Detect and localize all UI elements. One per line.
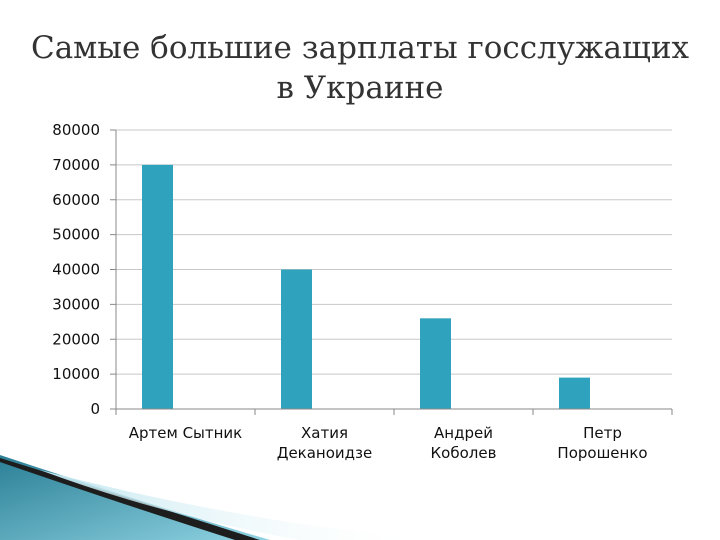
x-category-label: Хатия Деканоидзе [277, 424, 373, 462]
y-tick-label: 70000 [52, 156, 100, 174]
x-axis-labels: Артем Сытник Хатия Деканоидзе Андрей Коболев… [129, 424, 648, 462]
y-tick-label: 30000 [52, 295, 100, 313]
bars [142, 164, 590, 409]
x-category-label: Артем Сытник [129, 424, 243, 442]
y-axis-ticks: 0 10000 20000 30000 40000 50000 60000 70000 8000… [52, 121, 116, 418]
x-axis [115, 130, 673, 415]
y-tick-label: 60000 [52, 191, 100, 209]
y-tick-label: 10000 [52, 365, 100, 383]
bar [420, 318, 451, 409]
y-tick-label: 0 [90, 400, 100, 418]
gridlines [116, 129, 672, 375]
y-tick-label: 40000 [52, 261, 100, 279]
chart-title-line-1: Самые большие зарплаты госслужащих [30, 30, 690, 66]
bar [559, 377, 590, 409]
y-tick-label: 80000 [52, 121, 100, 139]
x-category-label: Петр Порошенко [557, 424, 647, 462]
y-tick-label: 50000 [52, 226, 100, 244]
chart-title: Самые большие зарплаты госслужащих в Укр… [0, 28, 720, 108]
bar [281, 269, 312, 409]
y-tick-label: 20000 [52, 330, 100, 348]
chart-title-line-2: в Украине [276, 70, 444, 106]
x-category-label: Андрей Коболев [431, 424, 497, 462]
bar [142, 164, 173, 409]
